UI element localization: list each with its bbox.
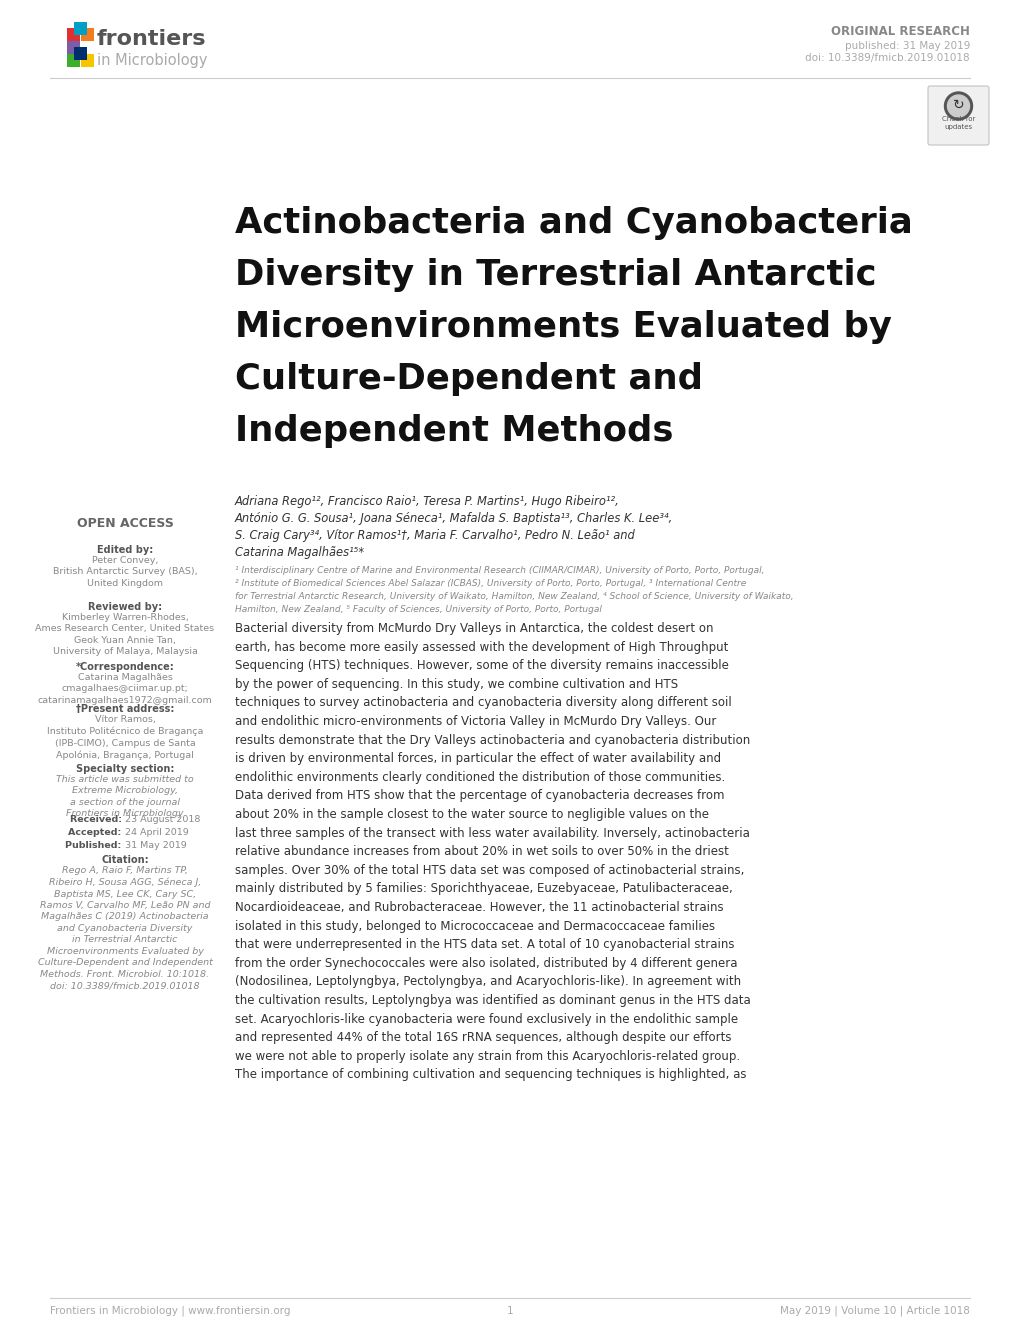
Bar	[67, 28, 79, 41]
Text: Accepted:: Accepted:	[68, 828, 125, 837]
Text: 31 May 2019: 31 May 2019	[125, 841, 186, 850]
Text: 1: 1	[506, 1306, 513, 1316]
Text: for Terrestrial Antarctic Research, University of Waikato, Hamilton, New Zealand: for Terrestrial Antarctic Research, Univ…	[234, 591, 793, 601]
Text: Edited by:: Edited by:	[97, 545, 153, 555]
Text: *Correspondence:: *Correspondence:	[75, 662, 174, 672]
Text: 24 April 2019: 24 April 2019	[125, 828, 189, 837]
FancyBboxPatch shape	[927, 85, 988, 146]
Text: Frontiers in Microbiology | www.frontiersin.org: Frontiers in Microbiology | www.frontier…	[50, 1306, 290, 1316]
Text: in Microbiology: in Microbiology	[97, 53, 207, 68]
Text: †Present address:: †Present address:	[75, 704, 174, 714]
Text: OPEN ACCESS: OPEN ACCESS	[76, 517, 173, 530]
Bar	[67, 41, 79, 53]
Text: Culture-Dependent and: Culture-Dependent and	[234, 362, 702, 396]
Text: Vítor Ramos,
Instituto Politécnico de Bragança
(IPB-CIMO), Campus de Santa
Apoló: Vítor Ramos, Instituto Politécnico de Br…	[47, 716, 203, 760]
Text: S. Craig Cary³⁴, Vítor Ramos¹†, Maria F. Carvalho¹, Pedro N. Leão¹ and: S. Craig Cary³⁴, Vítor Ramos¹†, Maria F.…	[234, 529, 634, 542]
Text: Citation:: Citation:	[101, 854, 149, 865]
Bar	[81, 28, 94, 41]
Bar	[67, 53, 79, 67]
Text: ² Institute of Biomedical Sciences Abel Salazar (ICBAS), University of Porto, Po: ² Institute of Biomedical Sciences Abel …	[234, 579, 746, 587]
Text: Microenvironments Evaluated by: Microenvironments Evaluated by	[234, 310, 891, 344]
Text: frontiers: frontiers	[97, 29, 206, 49]
Text: Bacterial diversity from McMurdo Dry Valleys in Antarctica, the coldest desert o: Bacterial diversity from McMurdo Dry Val…	[234, 622, 750, 1081]
Text: Diversity in Terrestrial Antarctic: Diversity in Terrestrial Antarctic	[234, 258, 875, 292]
Circle shape	[944, 92, 971, 120]
Text: Received:: Received:	[69, 814, 125, 824]
Text: Published:: Published:	[65, 841, 125, 850]
Text: Peter Convey,
British Antarctic Survey (BAS),
United Kingdom: Peter Convey, British Antarctic Survey (…	[53, 555, 197, 587]
Text: Reviewed by:: Reviewed by:	[88, 602, 162, 611]
Text: Rego A, Raio F, Martins TP,
Ribeiro H, Sousa AGG, Séneca J,
Baptista MS, Lee CK,: Rego A, Raio F, Martins TP, Ribeiro H, S…	[38, 866, 212, 991]
Text: doi: 10.3389/fmicb.2019.01018: doi: 10.3389/fmicb.2019.01018	[805, 53, 969, 63]
Circle shape	[947, 95, 968, 117]
Bar	[74, 47, 87, 60]
Text: Actinobacteria and Cyanobacteria: Actinobacteria and Cyanobacteria	[234, 206, 912, 240]
Text: ORIGINAL RESEARCH: ORIGINAL RESEARCH	[830, 25, 969, 37]
Text: Catarina Magalhães
cmagalhaes@ciimar.up.pt;
catarinamagalhaes1972@gmail.com: Catarina Magalhães cmagalhaes@ciimar.up.…	[38, 673, 212, 705]
Text: António G. G. Sousa¹, Joana Séneca¹, Mafalda S. Baptista¹³, Charles K. Lee³⁴,: António G. G. Sousa¹, Joana Séneca¹, Maf…	[234, 513, 673, 525]
Text: May 2019 | Volume 10 | Article 1018: May 2019 | Volume 10 | Article 1018	[780, 1306, 969, 1316]
Text: ↻: ↻	[952, 97, 963, 112]
Text: 23 August 2018: 23 August 2018	[125, 814, 200, 824]
Text: This article was submitted to
Extreme Microbiology,
a section of the journal
Fro: This article was submitted to Extreme Mi…	[56, 776, 194, 818]
Text: Check for: Check for	[941, 116, 974, 121]
Text: Kimberley Warren-Rhodes,
Ames Research Center, United States
Geok Yuan Annie Tan: Kimberley Warren-Rhodes, Ames Research C…	[36, 613, 214, 657]
Text: Catarina Magalhães¹⁵*: Catarina Magalhães¹⁵*	[234, 546, 364, 559]
Text: ¹ Interdisciplinary Centre of Marine and Environmental Research (CIIMAR/CIMAR), : ¹ Interdisciplinary Centre of Marine and…	[234, 566, 764, 575]
Text: updates: updates	[944, 124, 971, 129]
Text: Hamilton, New Zealand, ⁵ Faculty of Sciences, University of Porto, Porto, Portug: Hamilton, New Zealand, ⁵ Faculty of Scie…	[234, 605, 601, 614]
Bar	[81, 53, 94, 67]
Text: Adriana Rego¹², Francisco Raio¹, Teresa P. Martins¹, Hugo Ribeiro¹²,: Adriana Rego¹², Francisco Raio¹, Teresa …	[234, 495, 620, 509]
Text: Specialty section:: Specialty section:	[75, 764, 174, 774]
Text: published: 31 May 2019: published: 31 May 2019	[844, 41, 969, 51]
Text: Independent Methods: Independent Methods	[234, 414, 673, 449]
Bar	[74, 21, 87, 35]
